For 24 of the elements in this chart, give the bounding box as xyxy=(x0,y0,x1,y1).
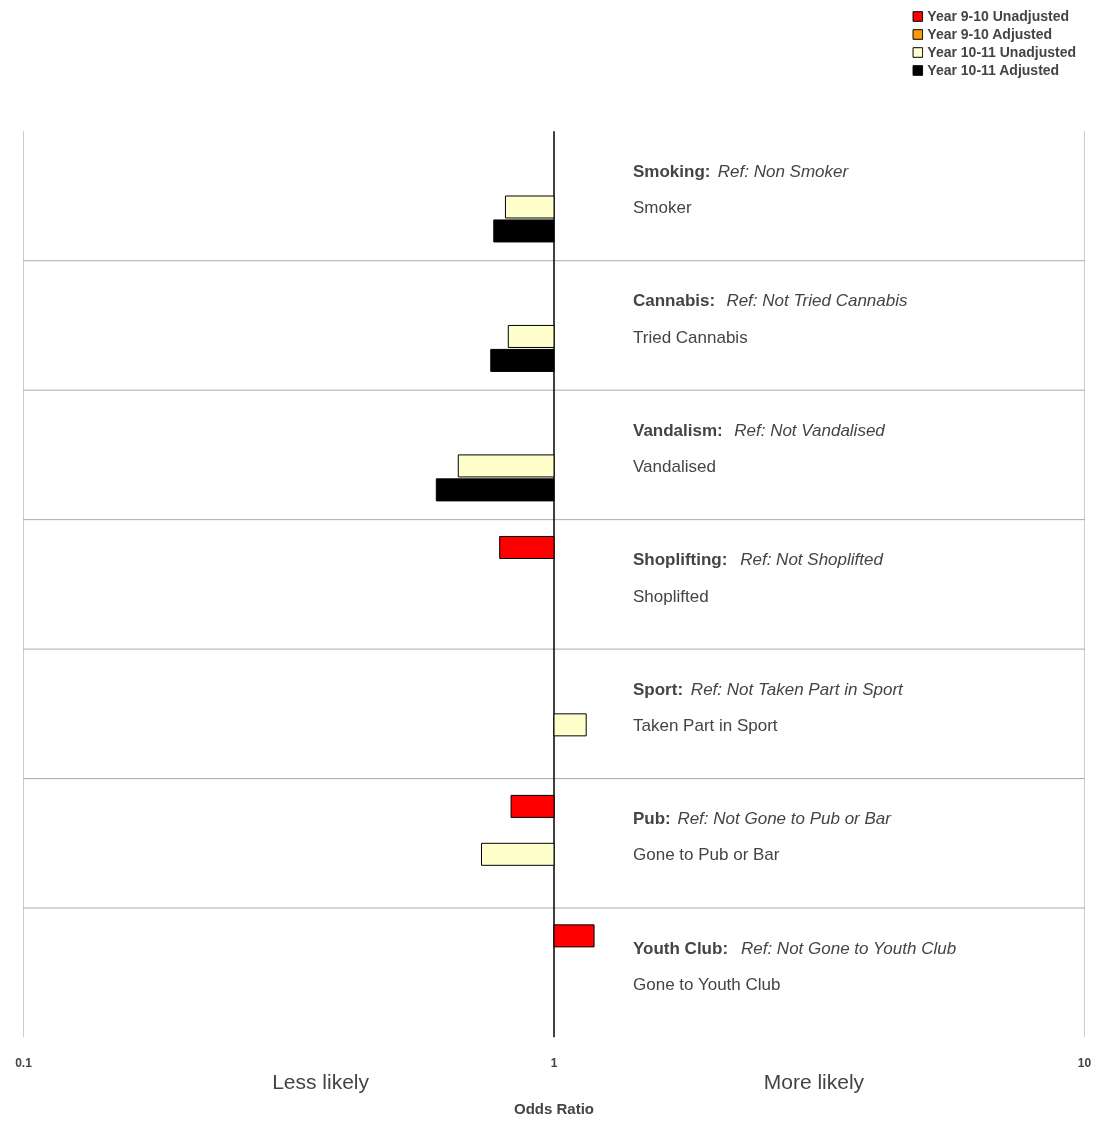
legend-label: Year 10-11 Unadjusted xyxy=(927,44,1076,60)
legend-label: Year 9-10 Adjusted xyxy=(927,26,1053,42)
x-tick-label: 0.1 xyxy=(15,1055,33,1070)
annotation: Youth Club: Ref: Not Gone to Youth Club xyxy=(633,938,957,958)
y-tick-label: Vandalised xyxy=(633,457,716,477)
text: More likely xyxy=(763,1069,865,1093)
x-axis-title: Odds Ratio xyxy=(514,1099,595,1117)
annotation: Pub: Ref: Not Gone to Pub or Bar xyxy=(633,809,893,829)
annotation: Vandalism: Ref: Not Vandalised xyxy=(633,420,886,440)
text: Less likely xyxy=(272,1069,370,1093)
legend-label: Year 10-11 Adjusted xyxy=(927,62,1060,78)
x-tick-label: 10 xyxy=(1077,1055,1092,1070)
legend-label: Year 9-10 Unadjusted xyxy=(927,8,1069,24)
y-tick-label: Tried Cannabis xyxy=(633,327,748,347)
x-tick-label: 1 xyxy=(550,1055,558,1070)
y-tick-label: Taken Part in Sport xyxy=(633,715,778,735)
y-tick-label: Gone to Pub or Bar xyxy=(633,845,780,865)
annotation: Shoplifting: Ref: Not Shoplifted xyxy=(633,550,884,570)
annotation: Cannabis: Ref: Not Tried Cannabis xyxy=(633,291,908,311)
y-tick-label: Shoplifted xyxy=(633,586,709,606)
y-tick-label: Gone to Youth Club xyxy=(633,974,781,994)
annotation: Smoking: Ref: Non Smoker xyxy=(633,161,850,181)
y-tick-label: Smoker xyxy=(633,198,692,218)
annotation: Sport: Ref: Not Taken Part in Sport xyxy=(633,679,905,699)
